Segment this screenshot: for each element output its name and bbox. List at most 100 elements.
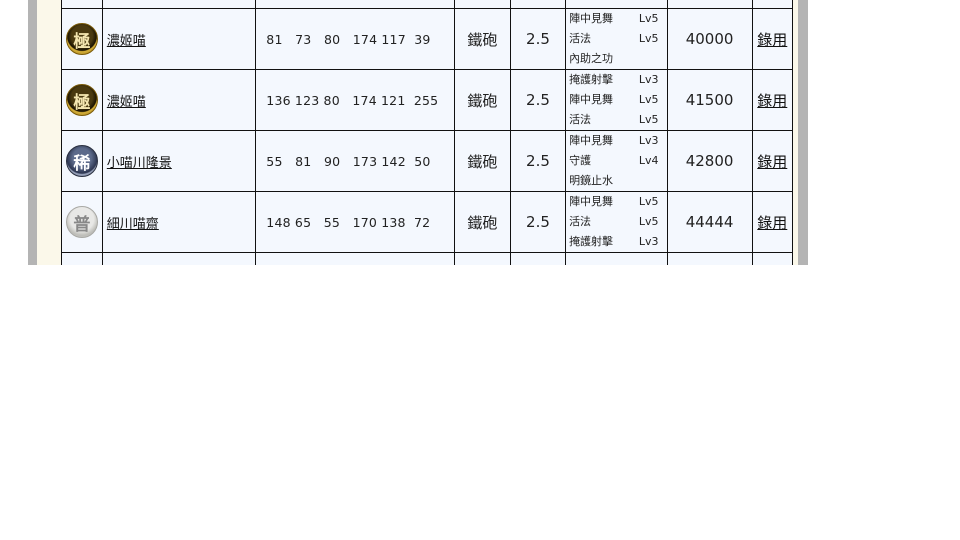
stats-cell xyxy=(255,0,455,9)
officer-name-link[interactable]: 小喵川隆景 xyxy=(106,155,172,171)
skill-level: Lv5 xyxy=(638,113,659,126)
cost-cell: 2.5 xyxy=(509,8,567,70)
hire-link[interactable]: 錄用 xyxy=(757,152,788,171)
table-row: 極 濃姬喵 81 73 80 174 117 39 鐵砲 2.5 陣中見舞 Lv5… xyxy=(61,8,793,70)
hire-link[interactable]: 錄用 xyxy=(757,30,788,49)
weapon-cell: 鐵砲 xyxy=(453,130,511,192)
skill-level: Lv5 xyxy=(638,195,659,208)
cost-cell xyxy=(509,252,567,265)
hire-cell: 錄用 xyxy=(751,191,793,253)
skill-name: 內助之功 xyxy=(569,52,614,65)
skill-level: Lv3 xyxy=(638,134,659,147)
skill-level: Lv5 xyxy=(638,12,659,25)
table-row: 明鏡止水 xyxy=(61,0,793,9)
rarity-white-badge-icon: 普 xyxy=(65,206,98,238)
price-cell: 44444 xyxy=(666,191,753,253)
page-frame: 明鏡止水 極 濃姬喵 81 73 80 174 117 39 鐵砲 2.5 陣中… xyxy=(28,0,808,265)
page-background: 明鏡止水 極 濃姬喵 81 73 80 174 117 39 鐵砲 2.5 陣中… xyxy=(37,0,798,265)
name-cell: 細川喵齋 xyxy=(101,191,257,253)
skill-level: Lv3 xyxy=(638,235,659,248)
skill-entry: 陣中見舞 Lv5 xyxy=(569,9,666,29)
officer-name-link[interactable]: 濃姬喵 xyxy=(106,94,146,110)
hire-cell: 錄用 xyxy=(751,8,793,70)
table-row: 明鏡止水 xyxy=(61,252,793,265)
weapon-cell xyxy=(453,252,511,265)
officer-market-table: 明鏡止水 極 濃姬喵 81 73 80 174 117 39 鐵砲 2.5 陣中… xyxy=(61,0,793,265)
skill-entry: 明鏡止水 xyxy=(569,171,666,191)
hire-cell xyxy=(751,252,793,265)
skill-entry: 掩護射擊 Lv3 xyxy=(569,70,666,90)
skill-level: Lv5 xyxy=(638,93,659,106)
skill-entry: 陣中見舞 Lv5 xyxy=(569,90,666,110)
stats-cell: 55 81 90 173 142 50 xyxy=(255,130,455,192)
skill-level: Lv3 xyxy=(638,73,659,86)
price-cell xyxy=(666,252,753,265)
skill-entry: 活法 Lv5 xyxy=(569,110,666,130)
skill-name: 掩護射擊 xyxy=(569,73,614,86)
price-cell: 41500 xyxy=(666,69,753,131)
skill-entry: 守護 Lv4 xyxy=(569,151,666,171)
skill-name: 守護 xyxy=(569,154,592,167)
table-row: 極 濃姬喵 136 123 80 174 121 255 鐵砲 2.5 掩護射擊… xyxy=(61,69,793,131)
skills-cell: 明鏡止水 xyxy=(565,252,668,265)
rarity-cell: 稀 xyxy=(61,130,103,192)
skill-entry: 陣中見舞 Lv3 xyxy=(569,131,666,151)
skill-entry: 陣中見舞 Lv5 xyxy=(569,192,666,212)
name-cell xyxy=(101,0,257,9)
skills-cell: 掩護射擊 Lv3 陣中見舞 Lv5 活法 Lv5 xyxy=(565,69,668,131)
skill-name: 陣中見舞 xyxy=(569,12,614,25)
stats-cell xyxy=(255,252,455,265)
cost-cell: 2.5 xyxy=(509,191,567,253)
skills-cell: 明鏡止水 xyxy=(565,0,668,9)
rarity-cell: 普 xyxy=(61,191,103,253)
hire-link[interactable]: 錄用 xyxy=(757,91,788,110)
skill-name: 明鏡止水 xyxy=(569,174,614,187)
weapon-cell: 鐵砲 xyxy=(453,8,511,70)
weapon-cell: 鐵砲 xyxy=(453,191,511,253)
skill-name: 活法 xyxy=(569,215,592,228)
weapon-cell xyxy=(453,0,511,9)
table-row: 稀 小喵川隆景 55 81 90 173 142 50 鐵砲 2.5 陣中見舞 L… xyxy=(61,130,793,192)
officer-name-link[interactable]: 細川喵齋 xyxy=(106,216,159,232)
rarity-gold-badge-icon: 極 xyxy=(65,23,98,55)
hire-cell: 錄用 xyxy=(751,69,793,131)
name-cell: 濃姬喵 xyxy=(101,8,257,70)
skill-level: Lv5 xyxy=(638,32,659,45)
cost-cell: 2.5 xyxy=(509,69,567,131)
skill-name: 陣中見舞 xyxy=(569,195,614,208)
cost-cell xyxy=(509,0,567,9)
skill-entry: 掩護射擊 Lv3 xyxy=(569,232,666,252)
table-row: 普 細川喵齋 148 65 55 170 138 72 鐵砲 2.5 陣中見舞 L… xyxy=(61,191,793,253)
skills-cell: 陣中見舞 Lv5 活法 Lv5 掩護射擊 Lv3 xyxy=(565,191,668,253)
rarity-gold-badge-icon: 極 xyxy=(65,84,98,116)
skill-entry: 活法 Lv5 xyxy=(569,29,666,49)
rarity-blue-badge-icon: 稀 xyxy=(65,145,98,177)
skill-level: Lv4 xyxy=(638,154,659,167)
skill-name: 掩護射擊 xyxy=(569,235,614,248)
rarity-cell xyxy=(61,252,103,265)
hire-cell: 錄用 xyxy=(751,130,793,192)
name-cell: 小喵川隆景 xyxy=(101,130,257,192)
skill-entry: 活法 Lv5 xyxy=(569,212,666,232)
rarity-cell xyxy=(61,0,103,9)
officer-name-link[interactable]: 濃姬喵 xyxy=(106,33,146,49)
name-cell xyxy=(101,252,257,265)
stats-cell: 81 73 80 174 117 39 xyxy=(255,8,455,70)
weapon-cell: 鐵砲 xyxy=(453,69,511,131)
officer-table-viewport: 明鏡止水 極 濃姬喵 81 73 80 174 117 39 鐵砲 2.5 陣中… xyxy=(61,0,793,265)
stats-cell: 136 123 80 174 121 255 xyxy=(255,69,455,131)
hire-link[interactable]: 錄用 xyxy=(757,213,788,232)
skills-cell: 陣中見舞 Lv5 活法 Lv5 內助之功 xyxy=(565,8,668,70)
skill-level: Lv5 xyxy=(638,215,659,228)
skill-name: 陣中見舞 xyxy=(569,93,614,106)
skill-entry: 內助之功 xyxy=(569,49,666,69)
price-cell: 40000 xyxy=(666,8,753,70)
hire-cell xyxy=(751,0,793,9)
skill-name: 活法 xyxy=(569,32,592,45)
name-cell: 濃姬喵 xyxy=(101,69,257,131)
skills-cell: 陣中見舞 Lv3 守護 Lv4 明鏡止水 xyxy=(565,130,668,192)
rarity-cell: 極 xyxy=(61,69,103,131)
cost-cell: 2.5 xyxy=(509,130,567,192)
skill-name: 陣中見舞 xyxy=(569,134,614,147)
price-cell xyxy=(666,0,753,9)
